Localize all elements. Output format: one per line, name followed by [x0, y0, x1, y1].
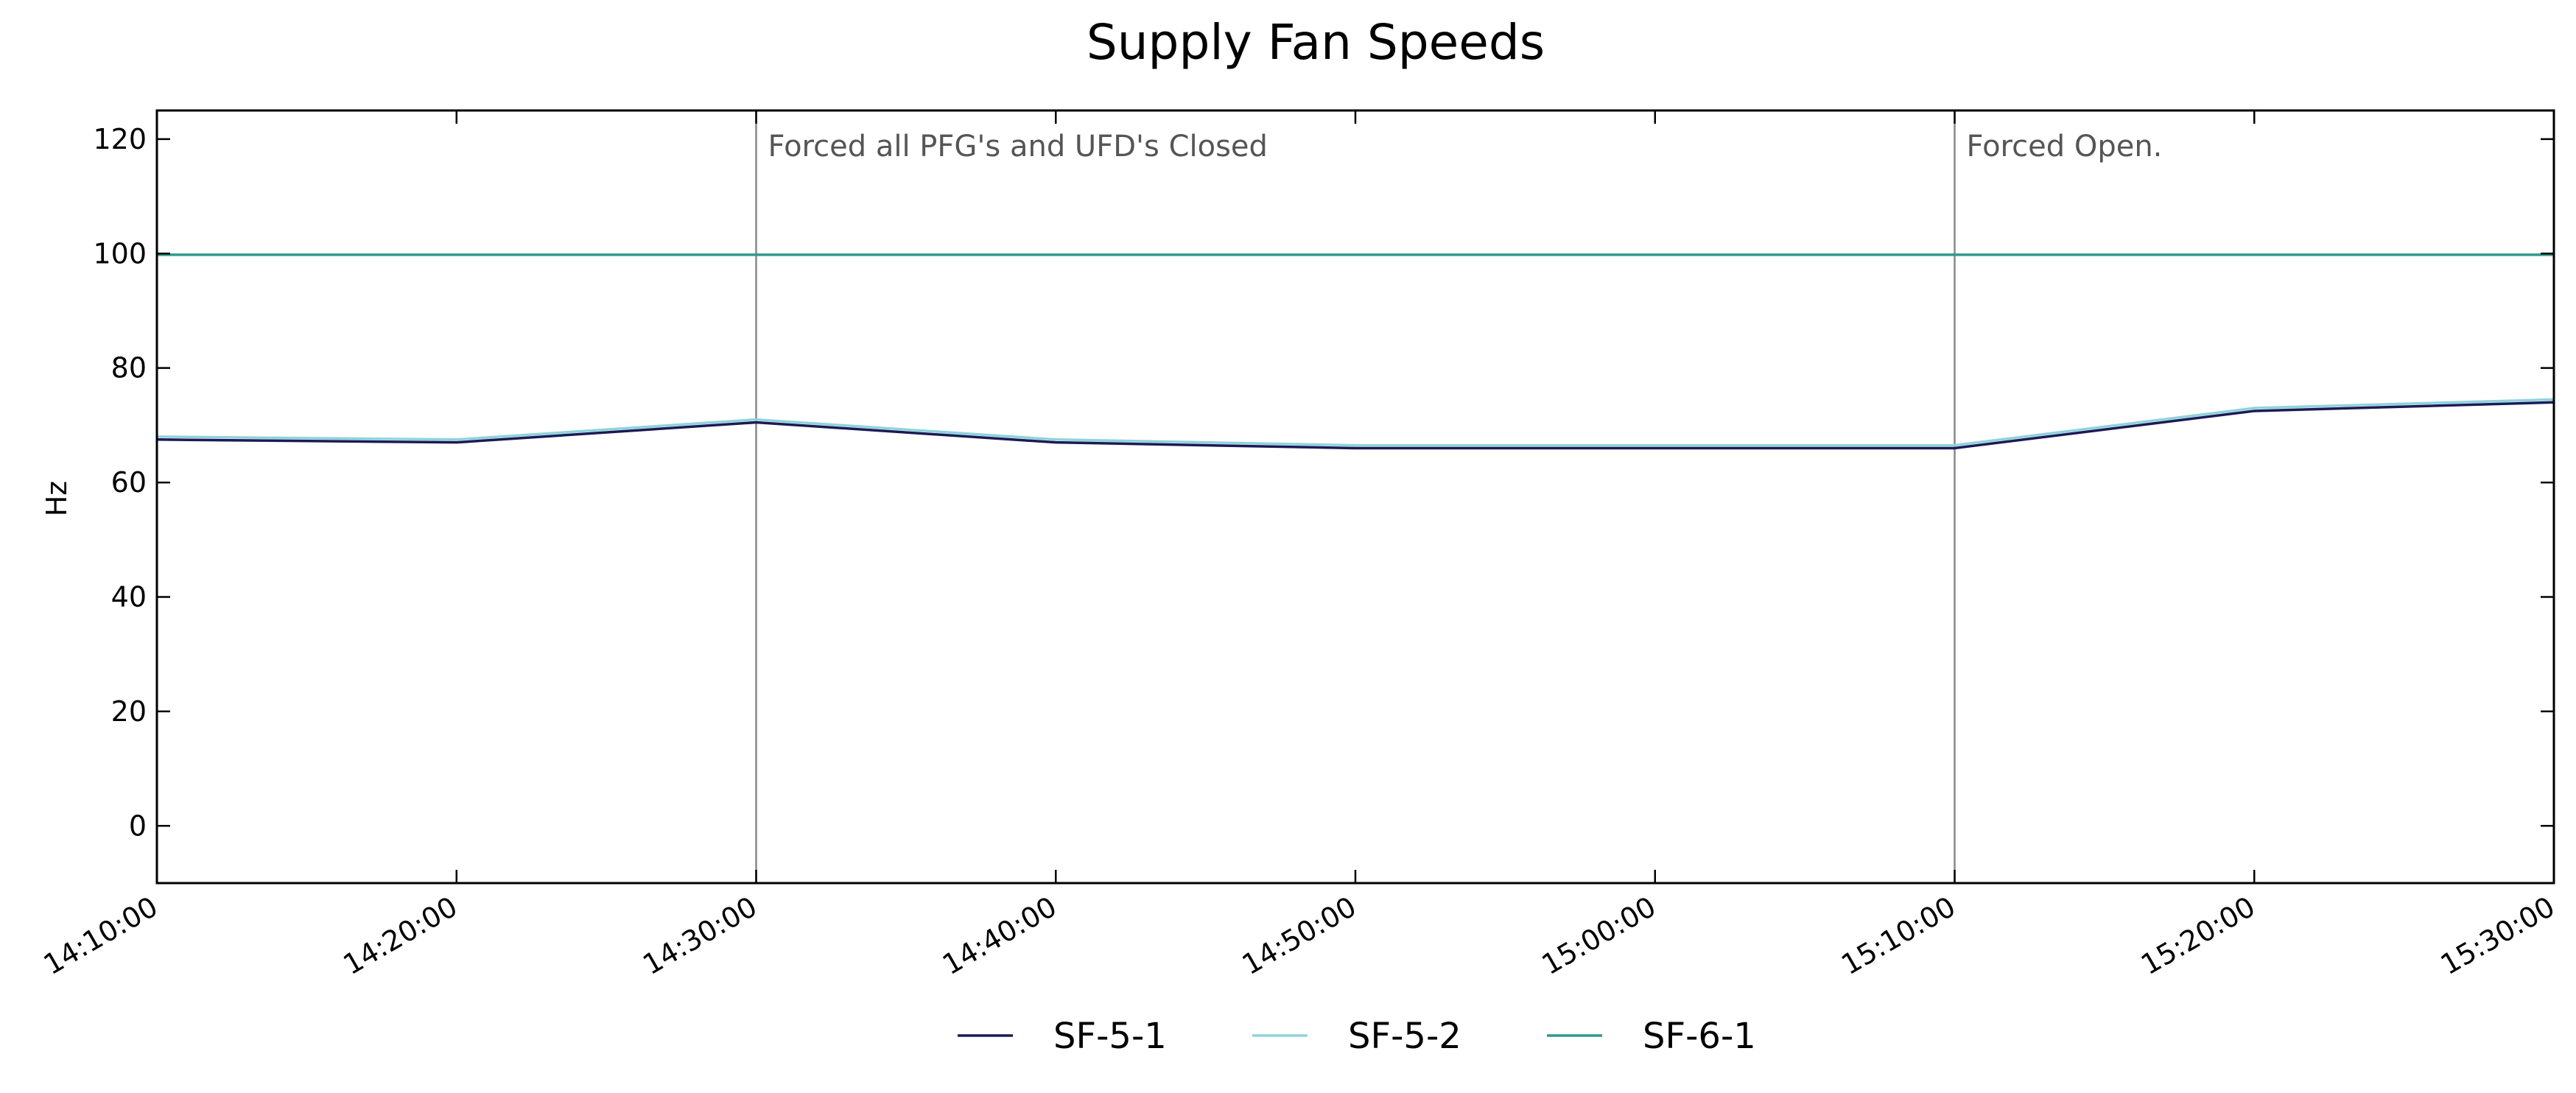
- y-tick-label: 40: [111, 580, 147, 613]
- y-axis-label: Hz: [41, 481, 73, 517]
- legend-label: SF-5-2: [1348, 1016, 1461, 1057]
- x-tick-label: 14:30:00: [637, 890, 762, 981]
- x-axis-ticks: 14:10:00 14:20:00 14:30:00 14:40:00 14:50:00…: [38, 110, 2561, 981]
- x-tick-label: 14:10:00: [38, 890, 164, 981]
- x-tick-label: 15:10:00: [1836, 890, 1961, 981]
- x-tick-label: 14:20:00: [337, 890, 463, 981]
- legend-label: SF-6-1: [1643, 1016, 1756, 1057]
- annotations: Forced all PFG's and UFD's Closed Forced …: [755, 110, 2163, 883]
- annotation-label: Forced all PFG's and UFD's Closed: [768, 130, 1268, 164]
- series-lines: [156, 253, 2555, 450]
- y-tick-label: 60: [111, 466, 147, 499]
- y-tick-label: 0: [129, 809, 147, 842]
- x-tick-label: 14:40:00: [937, 890, 1062, 981]
- x-tick-label: 14:50:00: [1237, 890, 1362, 981]
- legend-label: SF-5-1: [1053, 1016, 1167, 1057]
- chart-title: Supply Fan Speeds: [1087, 14, 1545, 71]
- x-tick-label: 15:20:00: [2135, 890, 2261, 981]
- x-tick-label: 15:00:00: [1536, 890, 1661, 981]
- legend: SF-5-1 SF-5-2 SF-6-1: [958, 1016, 1756, 1057]
- y-tick-label: 20: [111, 695, 147, 728]
- series-line-sf-5-1: [156, 401, 2555, 450]
- x-tick-label: 15:30:00: [2435, 890, 2561, 981]
- y-tick-label: 100: [93, 237, 147, 270]
- plot-frame: [155, 109, 2555, 885]
- series-line-sf-5-2: [156, 398, 2555, 447]
- y-tick-label: 80: [111, 352, 147, 384]
- y-axis-ticks: 0 20 40 60 80 100 120: [93, 123, 2554, 842]
- annotation-label: Forced Open.: [1967, 130, 2163, 164]
- y-tick-label: 120: [93, 123, 147, 155]
